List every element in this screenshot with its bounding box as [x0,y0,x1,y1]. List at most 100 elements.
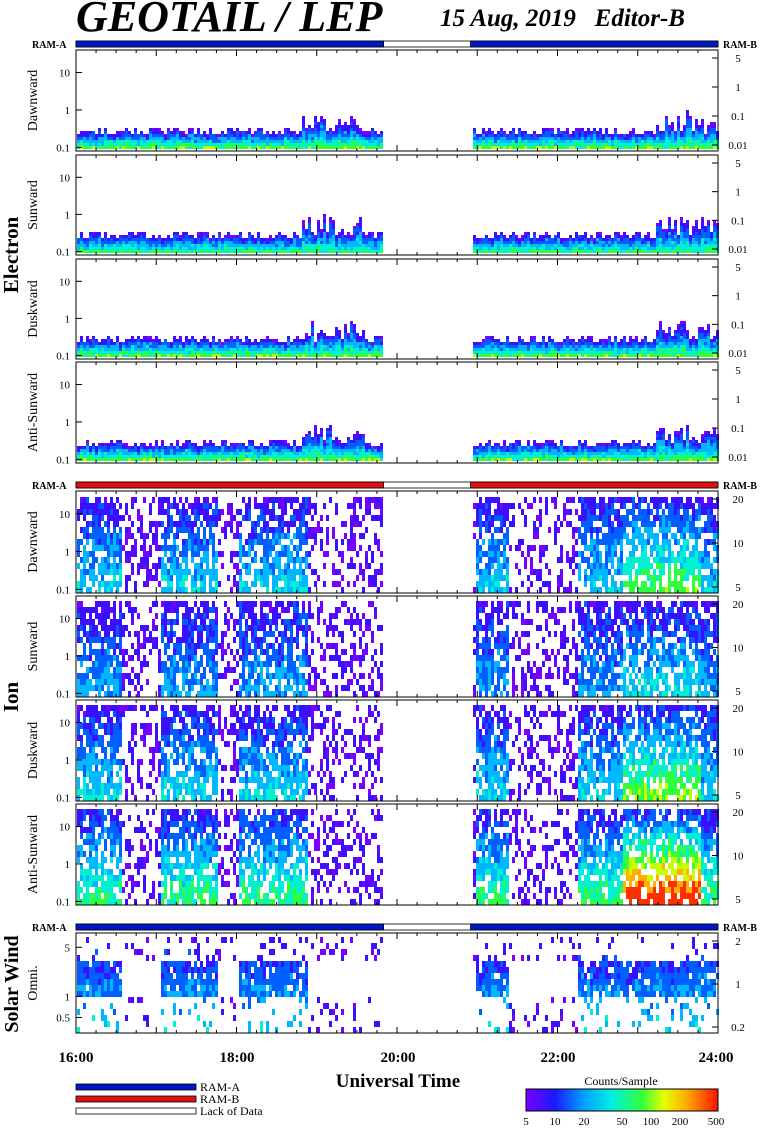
spectrogram-cell [374,134,377,137]
spectrogram-cell [674,143,677,146]
spectrogram-cell [152,339,155,342]
spectrogram-cell [710,232,713,235]
spectrogram-cell [539,342,542,345]
spectrogram-cell [107,458,110,461]
spectrogram-cell [587,143,590,146]
spectrogram-cell [623,443,626,446]
spectrogram-cell [188,244,191,247]
spectrogram-cell [638,140,641,143]
spectrogram-cell [344,336,347,339]
spectrogram-cell [611,446,614,449]
spectrogram-cell [302,241,305,244]
spectrogram-cell [152,342,155,345]
spectrogram-cell [197,354,200,357]
spectrogram-cell [86,458,89,461]
spectrogram-cell [560,458,563,461]
spectrogram-cell [182,241,185,244]
spectrogram-cell [347,348,350,351]
spectrogram-cell [605,348,608,351]
spectrogram-cell [608,134,611,137]
spectrogram-cell [284,238,287,241]
spectrogram-cell [347,131,350,134]
spectrogram-cell [302,458,305,461]
spectrogram-cell [269,440,272,443]
spectrogram-cell [92,247,95,250]
spectrogram-cell [338,443,341,446]
spectrogram-cell [683,229,686,232]
spectrogram-cell [482,131,485,134]
spectrogram-cell [647,458,650,461]
spectrogram-cell [287,336,290,339]
spectrogram-cell [665,140,668,143]
spectrogram-cell [602,354,605,357]
spectrogram-cell [329,131,332,134]
spectrogram-cell [473,247,476,250]
spectrogram-cell [698,348,701,351]
spectrogram-cell [185,455,188,458]
spectrogram-cell [668,443,671,446]
spectrogram-cell [197,250,200,253]
spectrogram-cell [224,247,227,250]
spectrogram-cell [134,247,137,250]
spectrogram-cell [500,247,503,250]
spectrogram-cell [308,336,311,339]
spectrogram-cell [122,348,125,351]
spectrogram-cell [113,455,116,458]
spectrogram-cell [644,134,647,137]
spectrogram-cell [608,354,611,357]
spectrogram-cell [491,244,494,247]
spectrogram-cell [182,250,185,253]
spectrogram-cell [353,437,356,440]
spectrogram-cell [362,446,365,449]
spectrogram-cell [353,339,356,342]
spectrogram-cell [170,146,173,149]
spectrogram-cell [605,443,608,446]
spectrogram-cell [614,241,617,244]
spectrogram-cell [665,134,668,137]
spectrogram-cell [704,250,707,253]
spectrogram-cell [647,452,650,455]
spectrogram-cell [98,244,101,247]
spectrogram-cell [602,458,605,461]
spectrogram-cell [659,437,662,440]
spectrogram-cell [77,449,80,452]
spectrogram-cell [296,137,299,140]
spectrogram-cell [332,345,335,348]
spectrogram-cell [92,345,95,348]
spectrogram-cell [491,446,494,449]
spectrogram-cell [371,134,374,137]
spectrogram-cell [674,232,677,235]
spectrogram-cell [143,250,146,253]
spectrogram-cell [587,348,590,351]
spectrogram-cell [149,250,152,253]
spectrogram-cell [578,247,581,250]
spectrogram-cell [332,351,335,354]
spectrogram-cell [353,226,356,229]
spectrogram-cell [695,143,698,146]
spectrogram-cell [590,131,593,134]
spectrogram-cell [647,244,650,247]
spectrogram-cell [683,244,686,247]
spectrogram-cell [362,449,365,452]
spectrogram-cell [551,140,554,143]
spectrogram-cell [605,247,608,250]
spectrogram-cell [632,250,635,253]
spectrogram-cell [638,247,641,250]
spectrogram-cell [488,351,491,354]
spectrogram-cell [215,345,218,348]
spectrogram-cell [698,232,701,235]
spectrogram-cell [218,345,221,348]
spectrogram-cell [686,330,689,333]
spectrogram-cell [665,250,668,253]
spectrogram-cell [638,446,641,449]
spectrogram-cell [647,351,650,354]
spectrogram-cell [257,244,260,247]
spectrogram-cell [374,354,377,357]
spectrogram-cell [287,137,290,140]
spectrogram-cell [596,235,599,238]
spectrogram-cell [308,220,311,223]
spectrogram-cell [323,455,326,458]
spectrogram-cell [659,131,662,134]
spectrogram-cell [626,146,629,149]
spectrogram-cell [215,354,218,357]
